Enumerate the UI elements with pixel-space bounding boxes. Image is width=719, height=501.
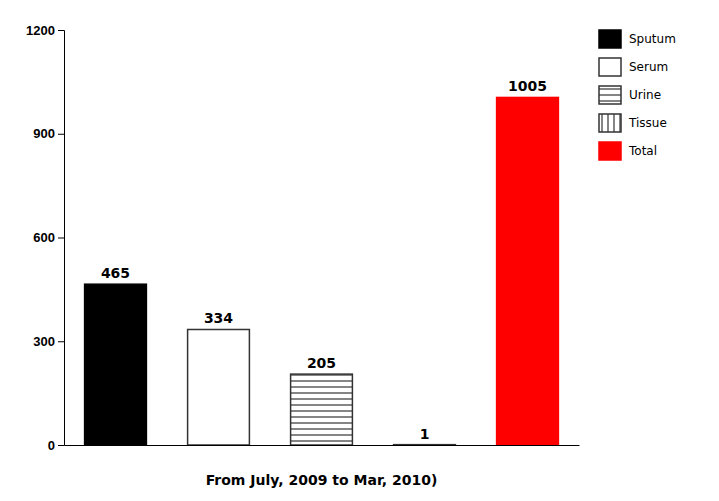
- legend-item: Tissue: [599, 114, 667, 132]
- legend-swatch: [599, 86, 621, 104]
- legend-swatch: [599, 114, 621, 132]
- legend-swatch: [599, 30, 621, 48]
- y-tick-label: 900: [33, 126, 55, 141]
- y-tick-mark: [58, 134, 64, 135]
- x-axis-title: From July, 2009 to Mar, 2010): [206, 472, 438, 488]
- bar: [497, 97, 559, 445]
- data-label: 205: [307, 355, 336, 371]
- y-tick-mark: [58, 445, 64, 446]
- plot: 0 300 600 900 1200 465 334 205 1 1005: [26, 23, 579, 453]
- y-tick-label: 0: [48, 438, 55, 453]
- legend-label: Serum: [629, 60, 668, 74]
- legend-swatch: [599, 58, 621, 76]
- legend-item: Total: [599, 142, 657, 160]
- legend-swatch: [599, 142, 621, 160]
- data-label: 334: [204, 310, 233, 326]
- y-tick: 300: [33, 334, 64, 349]
- chart: 0 300 600 900 1200 465 334 205 1 1005 From July, 2…: [0, 0, 719, 501]
- legend-label: Sputum: [629, 32, 676, 46]
- legend-label: Tissue: [628, 116, 667, 130]
- legend-item: Urine: [599, 86, 661, 104]
- bar: [394, 444, 456, 445]
- bar: [85, 284, 147, 445]
- data-label: 1005: [508, 78, 547, 94]
- data-label: 1: [420, 426, 430, 442]
- y-axis-line: [58, 31, 65, 446]
- y-tick-mark: [58, 30, 64, 31]
- data-labels: 465 334 205 1 1005: [101, 78, 547, 441]
- bar: [291, 374, 353, 445]
- y-axis: 0 300 600 900 1200: [26, 23, 64, 453]
- y-tick-label: 300: [33, 334, 55, 349]
- bar: [188, 329, 250, 445]
- y-tick-mark: [58, 238, 64, 239]
- y-tick: 900: [33, 126, 64, 141]
- legend-item: Sputum: [599, 30, 676, 48]
- y-tick-label: 1200: [26, 23, 55, 38]
- x-axis: [65, 445, 580, 446]
- legend: Sputum Serum Urine Tissue Total: [599, 30, 676, 160]
- y-tick-mark: [58, 341, 64, 342]
- legend-item: Serum: [599, 58, 668, 76]
- bars: [85, 97, 559, 445]
- legend-label: Total: [628, 144, 657, 158]
- data-label: 465: [101, 265, 130, 281]
- x-axis-line: [65, 445, 580, 446]
- y-tick: 1200: [26, 23, 64, 38]
- legend-label: Urine: [629, 88, 661, 102]
- y-tick: 600: [33, 230, 64, 245]
- y-tick: 0: [48, 438, 64, 453]
- y-tick-label: 600: [33, 230, 55, 245]
